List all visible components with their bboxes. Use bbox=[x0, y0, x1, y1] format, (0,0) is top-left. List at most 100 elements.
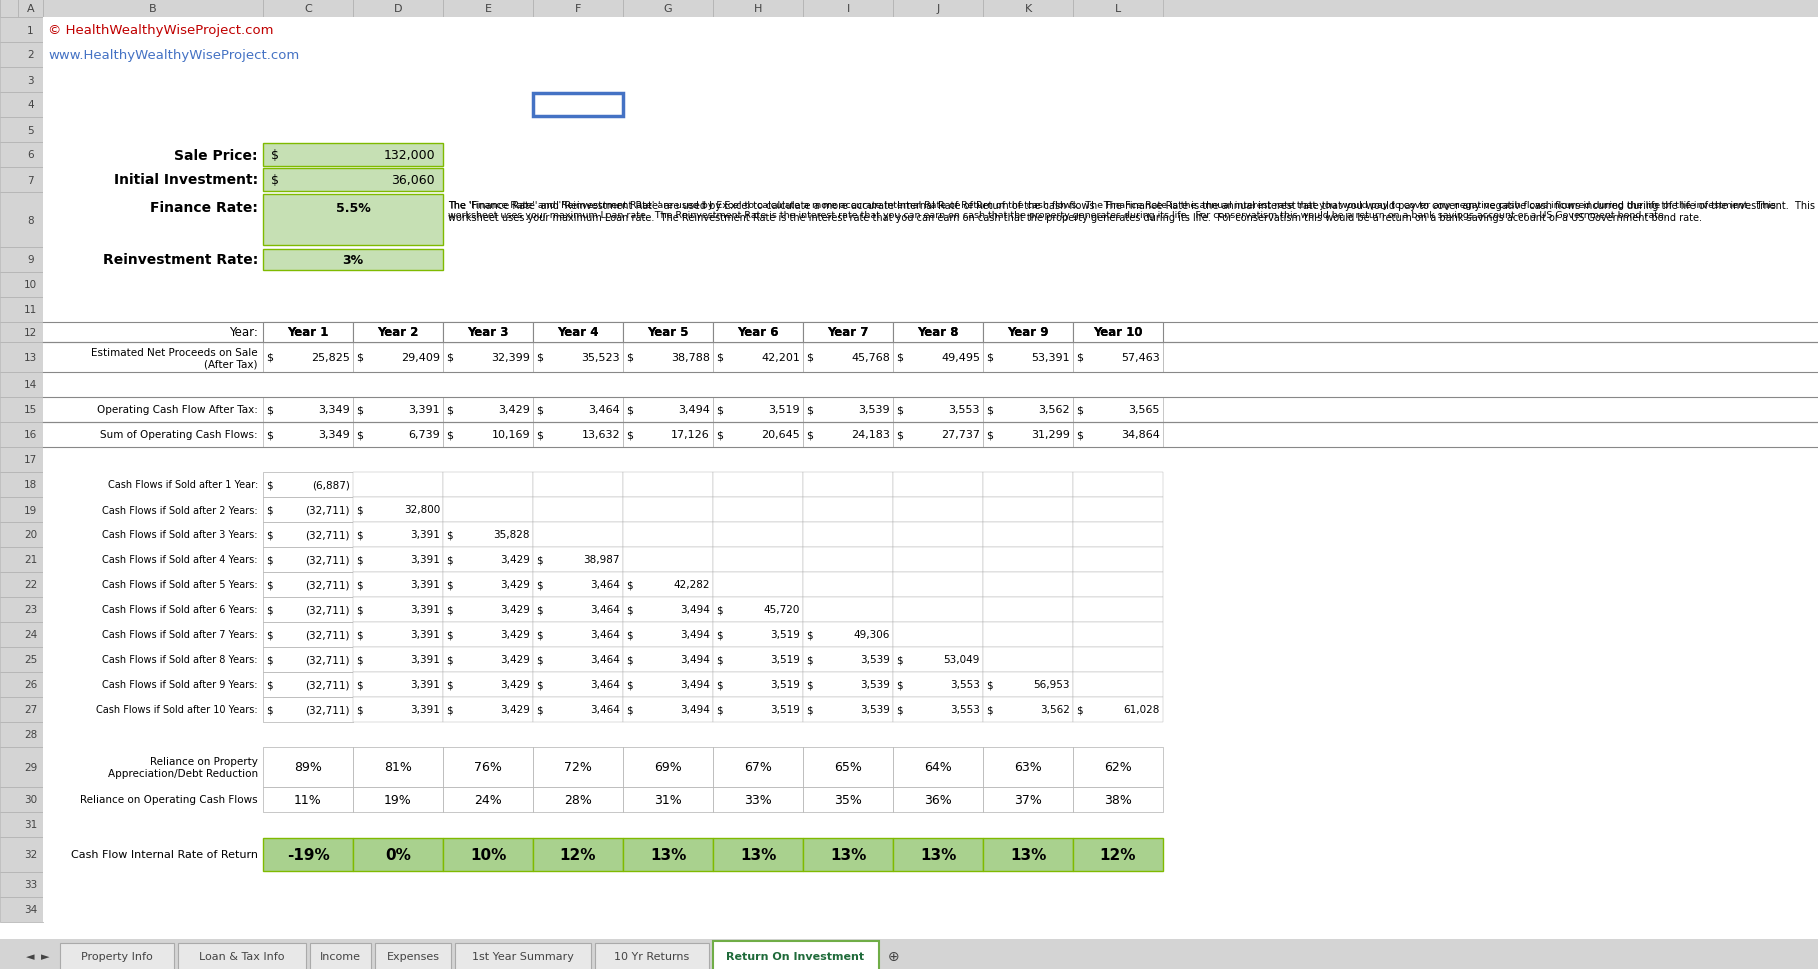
Bar bbox=[804, 0, 893, 18]
Text: 3,391: 3,391 bbox=[411, 704, 440, 715]
Text: 38,788: 38,788 bbox=[671, 353, 711, 362]
Text: 3,464: 3,464 bbox=[591, 655, 620, 665]
Text: 72%: 72% bbox=[564, 761, 593, 773]
Bar bbox=[1073, 497, 1164, 522]
Text: 37%: 37% bbox=[1014, 794, 1042, 806]
Text: $: $ bbox=[896, 430, 904, 440]
Text: Estimated Net Proceeds on Sale: Estimated Net Proceeds on Sale bbox=[91, 348, 258, 358]
Bar bbox=[353, 698, 444, 722]
Bar bbox=[893, 422, 984, 448]
Text: 35,523: 35,523 bbox=[582, 353, 620, 362]
Bar bbox=[1073, 672, 1164, 698]
Text: 45,720: 45,720 bbox=[764, 605, 800, 615]
Bar bbox=[713, 397, 804, 422]
Text: $: $ bbox=[356, 505, 362, 515]
Bar bbox=[264, 672, 353, 698]
Text: (32,711): (32,711) bbox=[305, 704, 351, 715]
Bar bbox=[533, 747, 624, 787]
Text: 62%: 62% bbox=[1104, 761, 1133, 773]
Text: $: $ bbox=[896, 353, 904, 362]
Bar bbox=[1073, 323, 1164, 373]
Text: (32,711): (32,711) bbox=[305, 680, 351, 690]
Text: $: $ bbox=[265, 630, 273, 640]
Text: Cash Flows if Sold after 8 Years:: Cash Flows if Sold after 8 Years: bbox=[102, 655, 258, 665]
Text: 10,169: 10,169 bbox=[491, 430, 531, 440]
Bar bbox=[893, 0, 984, 18]
Bar bbox=[804, 323, 893, 373]
Text: 38,987: 38,987 bbox=[584, 555, 620, 565]
Bar bbox=[444, 647, 533, 672]
Bar bbox=[984, 497, 1073, 522]
Bar bbox=[0, 547, 44, 573]
Text: $: $ bbox=[265, 655, 273, 665]
Text: 10: 10 bbox=[24, 280, 36, 290]
Bar bbox=[984, 698, 1073, 722]
Text: Finance Rate:: Finance Rate: bbox=[151, 201, 258, 215]
Text: 27,737: 27,737 bbox=[942, 430, 980, 440]
Text: $: $ bbox=[716, 430, 724, 440]
Text: $: $ bbox=[1076, 353, 1084, 362]
Bar bbox=[533, 323, 624, 373]
Text: 3,562: 3,562 bbox=[1040, 704, 1071, 715]
Text: $: $ bbox=[271, 149, 278, 162]
Bar bbox=[624, 343, 713, 373]
Text: Initial Investment:: Initial Investment: bbox=[115, 173, 258, 187]
Bar bbox=[0, 812, 44, 837]
Bar bbox=[624, 0, 713, 18]
Bar bbox=[0, 747, 44, 787]
Text: 3,519: 3,519 bbox=[771, 655, 800, 665]
Bar bbox=[804, 747, 893, 787]
Text: 3,429: 3,429 bbox=[500, 630, 531, 640]
Bar bbox=[0, 672, 44, 698]
Bar bbox=[893, 323, 984, 343]
Bar bbox=[893, 547, 984, 573]
Text: 3,553: 3,553 bbox=[951, 680, 980, 690]
Bar bbox=[893, 698, 984, 722]
Bar bbox=[713, 547, 804, 573]
Bar bbox=[444, 497, 533, 522]
Bar bbox=[624, 497, 713, 522]
Text: $: $ bbox=[445, 655, 453, 665]
Text: $: $ bbox=[805, 430, 813, 440]
Bar bbox=[713, 343, 804, 373]
Bar bbox=[713, 647, 804, 672]
Bar bbox=[1073, 597, 1164, 622]
Text: 1: 1 bbox=[27, 25, 35, 36]
Text: (32,711): (32,711) bbox=[305, 630, 351, 640]
Bar bbox=[533, 94, 624, 117]
Bar bbox=[533, 787, 624, 812]
Bar bbox=[264, 838, 353, 871]
Text: 3,391: 3,391 bbox=[411, 605, 440, 615]
Bar bbox=[264, 787, 353, 812]
Bar bbox=[0, 193, 44, 248]
Bar bbox=[984, 422, 1073, 448]
Text: $: $ bbox=[625, 353, 633, 362]
Text: $: $ bbox=[625, 704, 633, 715]
Text: $: $ bbox=[716, 704, 722, 715]
Bar bbox=[713, 622, 804, 647]
Bar bbox=[444, 323, 533, 343]
Text: 76%: 76% bbox=[474, 761, 502, 773]
Bar bbox=[264, 622, 353, 647]
Bar bbox=[713, 323, 804, 343]
Bar bbox=[713, 597, 804, 622]
Text: Cash Flows if Sold after 2 Years:: Cash Flows if Sold after 2 Years: bbox=[102, 505, 258, 515]
Text: $: $ bbox=[536, 704, 542, 715]
Text: $: $ bbox=[356, 680, 362, 690]
Text: ◄: ◄ bbox=[25, 951, 35, 961]
Text: 132,000: 132,000 bbox=[384, 149, 435, 162]
Bar bbox=[0, 297, 44, 323]
Text: 8: 8 bbox=[27, 215, 35, 225]
Text: Cash Flows if Sold after 3 Years:: Cash Flows if Sold after 3 Years: bbox=[102, 530, 258, 540]
Text: 13%: 13% bbox=[829, 847, 865, 862]
Text: B: B bbox=[149, 4, 156, 14]
Text: 32,399: 32,399 bbox=[491, 353, 531, 362]
Bar bbox=[353, 747, 444, 787]
Text: G: G bbox=[664, 4, 673, 14]
Bar bbox=[444, 343, 533, 373]
Text: $: $ bbox=[356, 530, 362, 540]
Text: Year 4: Year 4 bbox=[558, 327, 598, 339]
Text: $: $ bbox=[536, 555, 542, 565]
Bar bbox=[444, 747, 533, 787]
Text: -19%: -19% bbox=[287, 847, 329, 862]
